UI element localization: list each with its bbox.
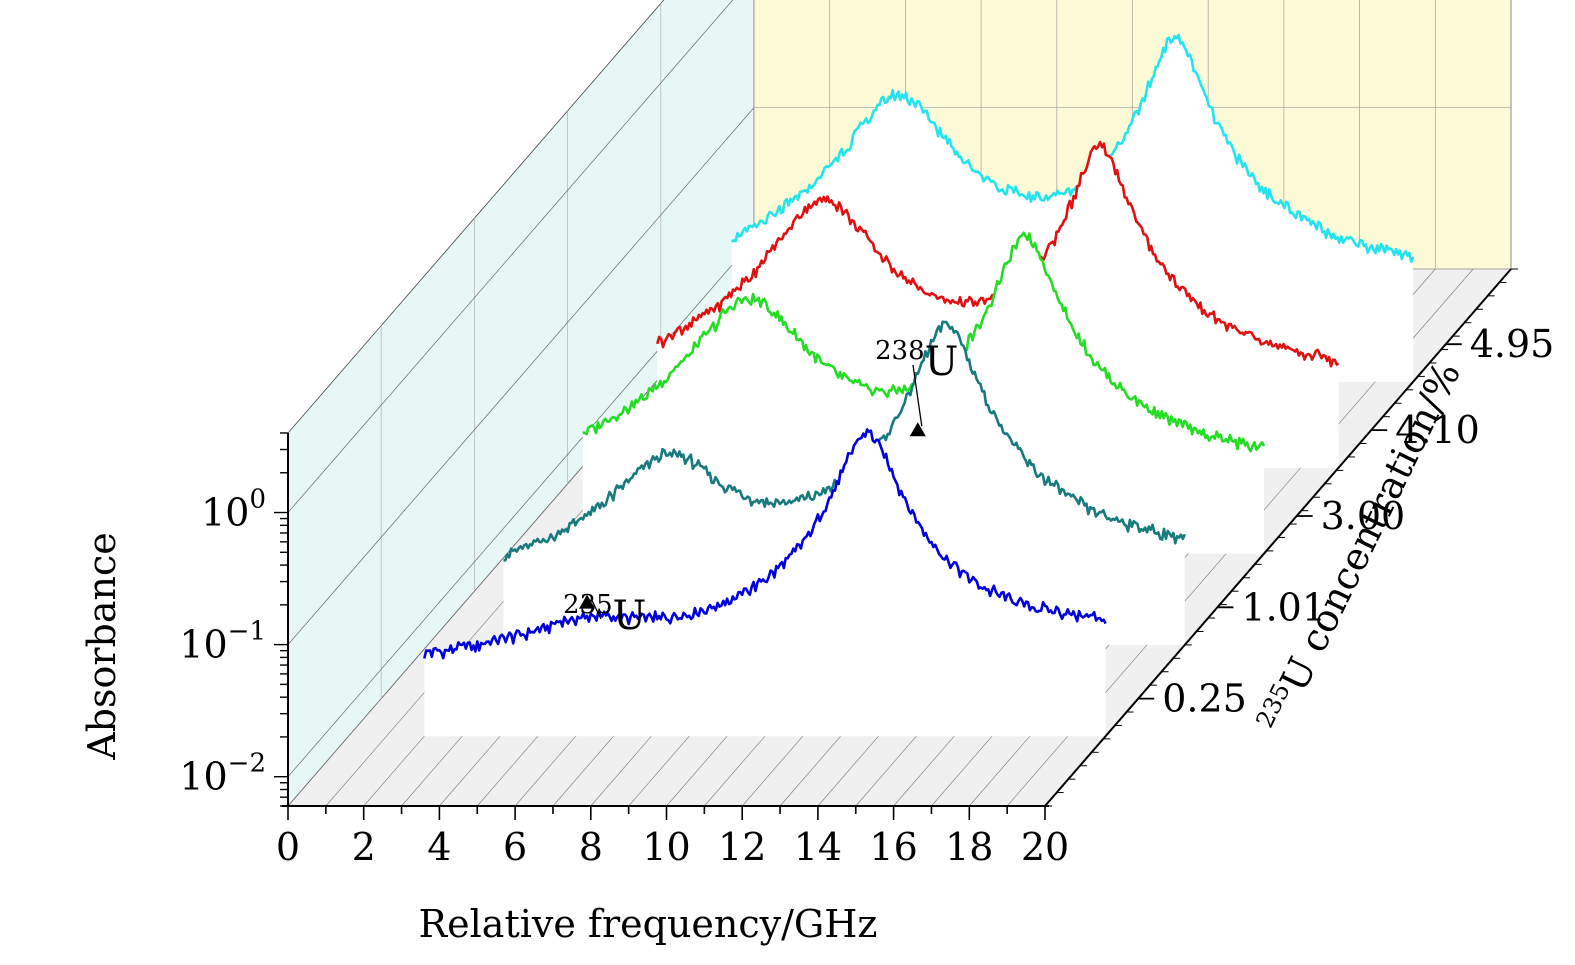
y-tick-exponent: −1	[228, 617, 266, 647]
annotation-label-superscript: 235	[563, 590, 613, 620]
annotation-label-superscript: 238	[875, 336, 925, 366]
x-tick-label: 20	[1021, 825, 1069, 869]
x-tick-label: 6	[503, 825, 527, 869]
series-line-4.95	[730, 33, 1415, 263]
x-tick-label: 8	[579, 825, 603, 869]
y-tick-base: 10	[179, 623, 227, 667]
z-tick-label: 4.95	[1470, 322, 1555, 366]
x-tick-label: 2	[352, 825, 376, 869]
annotation-arrowhead	[579, 594, 596, 609]
series-0.25	[423, 428, 1107, 737]
z-tick-label: 1.01	[1241, 585, 1326, 629]
x-axis-title: Relative frequency/GHz	[419, 902, 878, 946]
x-tick-label: 10	[642, 825, 690, 869]
y-tick-label: 10−1	[179, 617, 266, 667]
y-tick-exponent: 0	[249, 485, 266, 515]
x-tick-label: 12	[718, 825, 766, 869]
x-tick-label: 0	[276, 825, 300, 869]
chart-axes: 0 2 4 6 8 10 12 14 16 18 2010010−110−20.251.013.00…	[179, 0, 1554, 869]
annotation-label: 238U	[875, 336, 958, 385]
x-tick-label: 16	[869, 825, 917, 869]
annotation-238U: 238U	[875, 336, 958, 437]
annotation-235U: 235U	[563, 590, 646, 639]
annotation-label: 235U	[563, 590, 646, 639]
chart-series	[423, 33, 1415, 737]
y-tick-base: 10	[179, 755, 227, 799]
side-wall-gridline-y	[287, 0, 734, 513]
z-tick-label: 3.00	[1321, 494, 1406, 538]
x-tick-label: 18	[945, 825, 993, 869]
y-tick-base: 10	[201, 491, 249, 535]
annotation-label-main: U	[925, 339, 959, 385]
annotation-label-main: U	[613, 593, 647, 639]
annotation-arrowhead	[909, 422, 926, 437]
y-tick-label: 100	[201, 485, 266, 535]
y-tick-label: 10−2	[179, 749, 266, 799]
annotation-arrow-line	[590, 598, 602, 620]
side-wall-gridline-y	[287, 107, 755, 645]
z-tick-label: 0.25	[1162, 677, 1247, 721]
x-tick-label: 4	[427, 825, 451, 869]
series-line-0.25	[423, 428, 1107, 660]
z-tick-label: 4.10	[1395, 408, 1480, 452]
y-tick-exponent: −2	[228, 749, 266, 779]
annotation-arrow-line	[912, 364, 923, 427]
y-axis-title: Absorbance	[80, 532, 124, 761]
x-tick-label: 14	[794, 825, 842, 869]
